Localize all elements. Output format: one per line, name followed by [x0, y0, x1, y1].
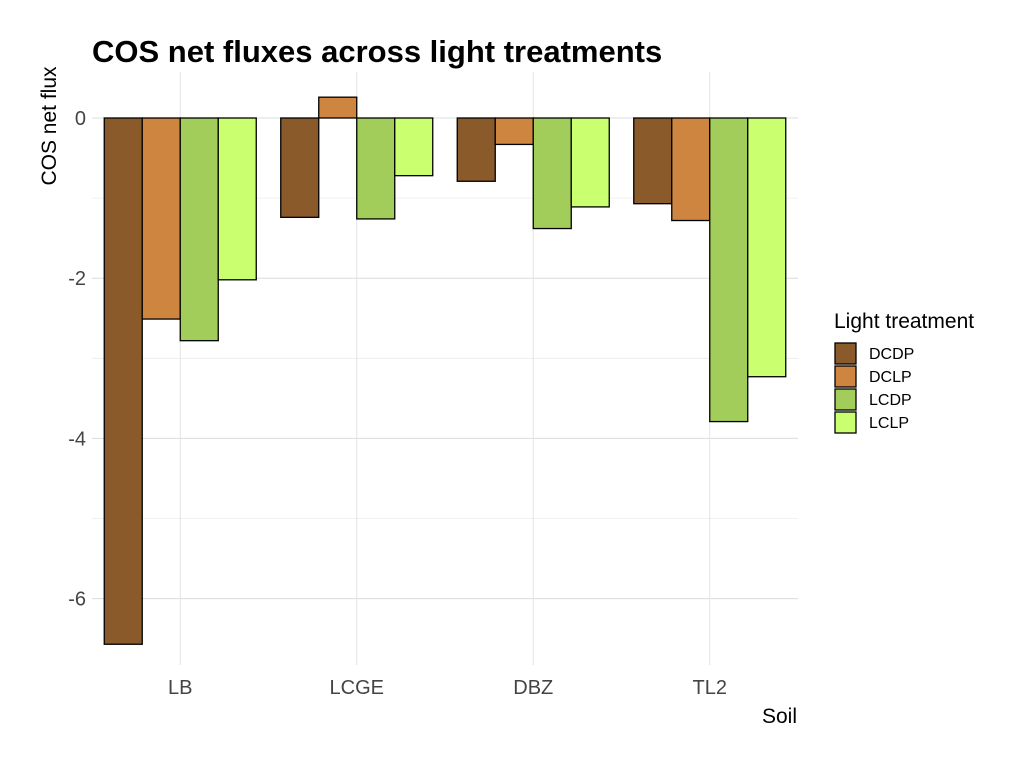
y-tick-label: 0: [75, 108, 86, 130]
bar-lclp-dbz: [570, 117, 610, 208]
y-axis-title: COS net flux: [38, 66, 61, 186]
legend-label-dclp: DCLP: [869, 369, 912, 386]
x-tick-label: DBZ: [513, 677, 553, 699]
x-axis-title: Soil: [762, 705, 797, 728]
bar-dclp-dbz: [494, 117, 534, 146]
x-tick-label: LB: [168, 677, 192, 699]
legend-key-lclp: [834, 411, 857, 434]
x-axis-ticks: LB LCGE DBZ TL2: [168, 677, 727, 699]
legend-key-lcdp: [834, 388, 857, 411]
bar-lcdp-dbz: [532, 117, 572, 230]
bar-lcdp-tl2: [709, 117, 749, 423]
legend-label-dcdp: DCDP: [869, 346, 914, 363]
y-tick-label: -4: [68, 428, 86, 450]
bar-lclp-lcge: [394, 117, 434, 177]
bar-dclp-lb: [141, 117, 181, 320]
x-tick-label: TL2: [693, 677, 727, 699]
x-tick-label: LCGE: [330, 677, 384, 699]
bar-lclp-tl2: [747, 117, 787, 378]
bar-dcdp-lb: [103, 117, 143, 645]
y-tick-label: -2: [68, 268, 86, 290]
bar-lcdp-lcge: [356, 117, 396, 220]
legend-key-dclp: [834, 365, 857, 388]
legend-label-lclp: LCLP: [869, 415, 909, 432]
bar-dcdp-lcge: [280, 117, 320, 218]
chart-title: COS net fluxes across light treatments: [92, 34, 662, 69]
y-axis-ticks: 0 -2 -4 -6: [68, 108, 86, 611]
bar-dclp-tl2: [671, 117, 711, 222]
y-tick-label: -6: [68, 589, 86, 611]
legend-label-lcdp: LCDP: [869, 392, 912, 409]
bar-dcdp-dbz: [456, 117, 496, 182]
bar-dclp-lcge: [318, 96, 358, 119]
legend-title: Light treatment: [834, 310, 974, 333]
legend: Light treatment DCDP DCLP LCDP LCLP: [834, 310, 974, 434]
bar-lclp-lb: [217, 117, 257, 281]
bar-lcdp-lb: [179, 117, 219, 342]
legend-key-dcdp: [834, 342, 857, 365]
bar-dcdp-tl2: [633, 117, 673, 205]
bars: [103, 96, 787, 645]
